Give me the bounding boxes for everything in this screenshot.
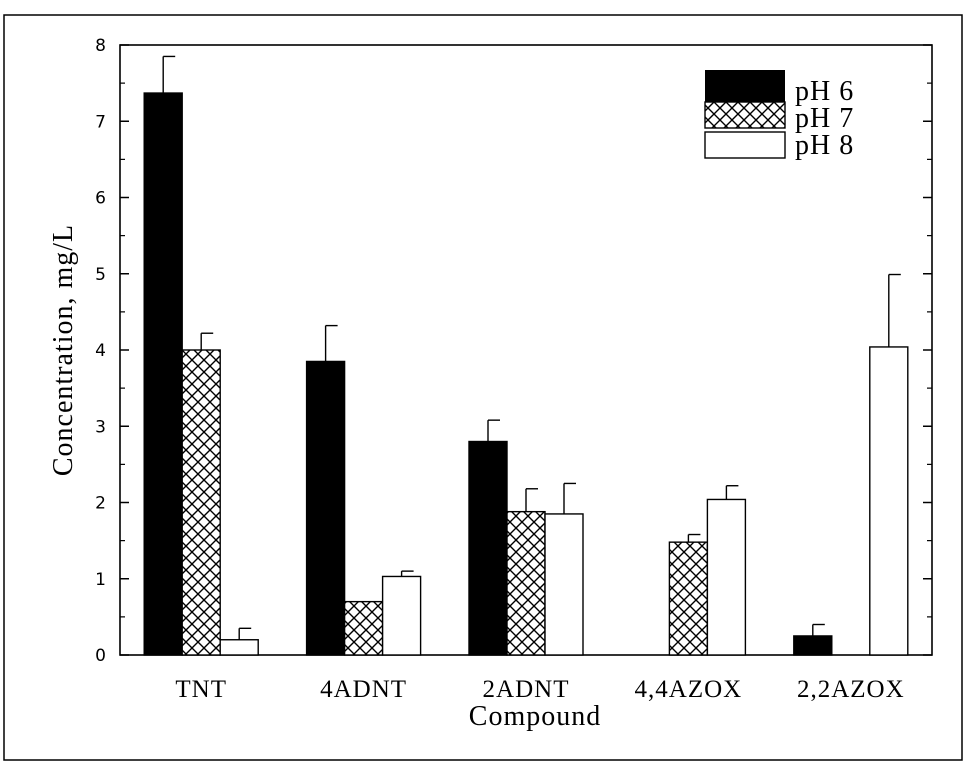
bar-ph6-22azox	[793, 635, 833, 656]
bar-ph6-4adnt	[305, 360, 346, 656]
legend-swatch-ph6	[705, 70, 785, 102]
bar-ph6-2adnt	[468, 440, 508, 656]
bar-ph8-2adnt	[544, 513, 584, 656]
y-tick-label: 2	[95, 494, 106, 514]
bar-ph7-2adnt	[506, 510, 546, 656]
x-category-label: 4ADNT	[320, 676, 407, 703]
legend-label-ph8: pH 8	[795, 130, 854, 161]
bar-ph7-tnt	[181, 349, 221, 656]
legend: pH 6 pH 7 pH 8	[704, 70, 854, 161]
x-axis-title: Compound	[469, 701, 601, 732]
bars	[143, 92, 909, 656]
bar-ph8-tnt	[219, 639, 259, 656]
y-axis-title: Concentration, mg/L	[48, 224, 79, 476]
bar-ph8-44azox	[706, 498, 747, 656]
y-tick-label: 4	[95, 341, 106, 361]
x-category-label: 2,2AZOX	[797, 676, 905, 703]
y-tick-label: 8	[95, 36, 106, 56]
y-tick-label: 0	[95, 646, 106, 666]
x-category-label: 4,4AZOX	[635, 676, 743, 703]
bar-ph8-4adnt	[381, 575, 422, 656]
bar-ph7-4adnt	[343, 600, 384, 656]
x-category-label: 2ADNT	[483, 676, 570, 703]
legend-swatch-ph7	[704, 101, 786, 129]
y-tick-label: 7	[95, 112, 106, 132]
axes: 0 1 2 3 4 5 6 7 8 TNT 4ADNT 2ADNT 4,4AZOX 2,2AZOX	[95, 36, 932, 703]
page-frame	[3, 14, 963, 761]
bar-ph6-tnt	[143, 92, 183, 656]
y-tick-label: 5	[95, 265, 106, 285]
y-tick-label: 1	[95, 570, 106, 590]
x-category-label: TNT	[175, 676, 227, 703]
y-tick-label: 6	[95, 189, 106, 209]
legend-label-ph6: pH 6	[795, 76, 854, 107]
legend-swatch-ph8	[704, 131, 786, 159]
error-bars	[162, 55, 901, 640]
y-tick-label: 3	[95, 417, 106, 437]
bar-ph8-22azox	[869, 346, 909, 656]
legend-label-ph7: pH 7	[795, 103, 854, 134]
bar-ph7-44azox	[668, 541, 709, 656]
